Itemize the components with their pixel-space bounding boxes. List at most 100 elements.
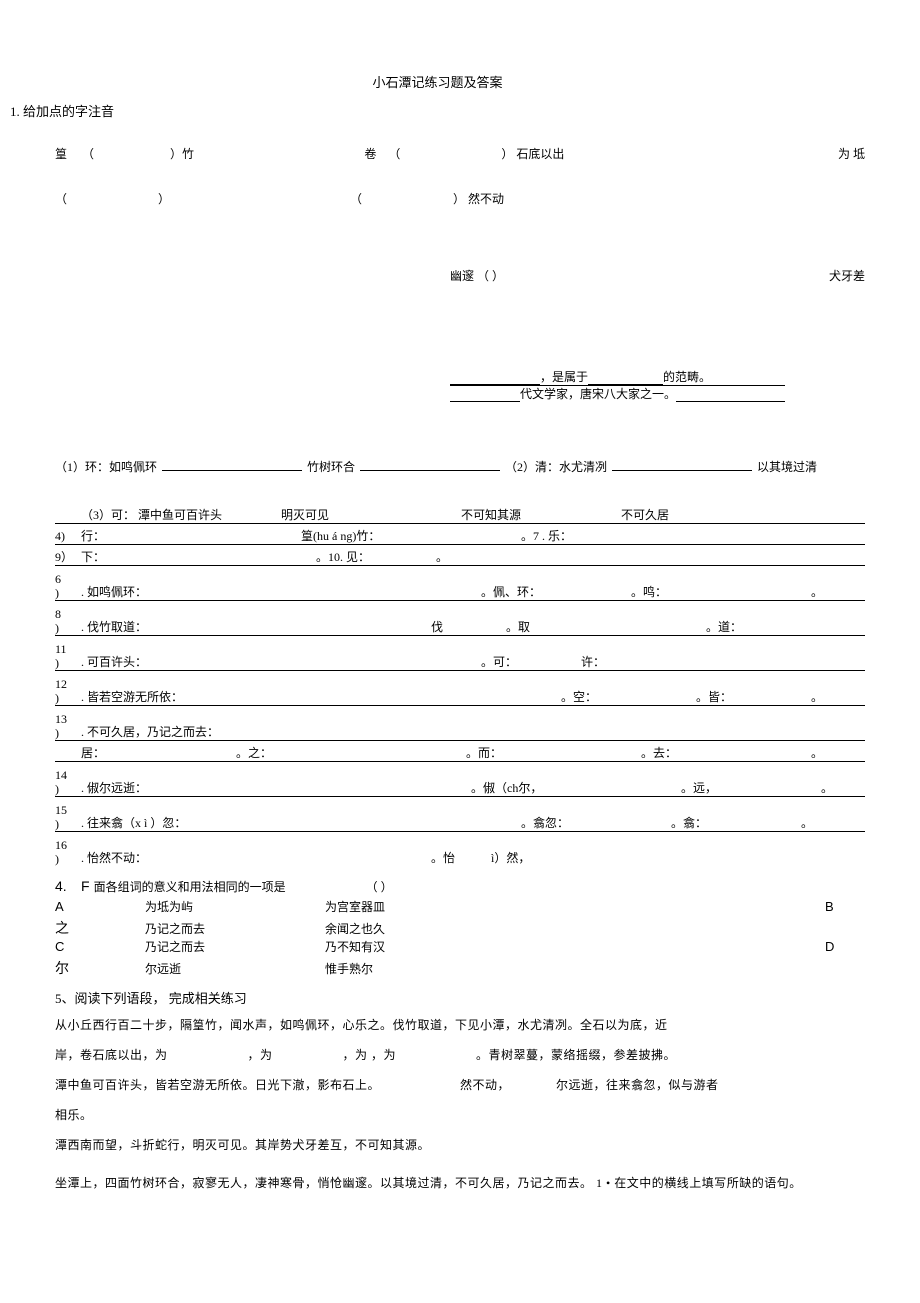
r1c2-open: （ — [388, 147, 400, 161]
grid-row: 14). 俶尔远逝：。俶（ch尔，。远，。 — [55, 762, 865, 797]
grid-row: 13). 不可久居，乃记之而去： — [55, 706, 865, 741]
grid-row: （3）可： 潭中鱼可百许头明灭可见不可知其源不可久居 — [55, 503, 865, 524]
grid-cell: 。去： — [641, 745, 811, 761]
q3-d: 以其境过清 — [757, 460, 817, 474]
grid-cell: 不可久居 — [621, 507, 771, 523]
question-5: 5、阅读下列语段， 完成相关练习 从小丘西行百二十步，隔篁竹，闻水声，如鸣佩环，… — [10, 986, 865, 1196]
grid-cell: . 不可久居，乃记之而去： — [81, 724, 781, 740]
grid-cell: 。怡 — [431, 850, 491, 866]
q4-paren: （ ） — [366, 878, 393, 895]
r1c2-close: ） 石底以出 — [501, 147, 564, 161]
q4-left-label: C — [55, 939, 85, 954]
q4-left-label: 之 — [55, 918, 85, 938]
r2c2-open: （ — [350, 192, 362, 206]
grid-cell: . 俶尔远逝： — [81, 780, 471, 796]
grid-cell: . 如鸣佩环： — [81, 584, 481, 600]
q4-option-row: 之 乃记之而去余闻之也久 — [55, 918, 865, 938]
grid-cell: ì）然， — [491, 850, 691, 866]
q1-heading: 1. 给加点的字注音 — [10, 101, 865, 120]
grid-cell: 许： — [581, 654, 811, 670]
q4-opt2: 乃不知有汉 — [325, 938, 825, 955]
row-number: 16) — [55, 836, 81, 866]
definitions-grid: （3）可： 潭中鱼可百许头明灭可见不可知其源不可久居4)行：篁(hu á ng)… — [10, 503, 865, 866]
q4-head: 面各组词的意义和用法相同的一项是 — [94, 878, 286, 895]
grid-cell: 居： — [81, 745, 236, 761]
grid-cell: . 伐竹取道： — [81, 619, 431, 635]
grid-cell: 。 — [811, 745, 823, 761]
grid-row: 6). 如鸣佩环：。佩、环：。鸣：。 — [55, 566, 865, 601]
grid-cell: 。 — [811, 584, 823, 600]
doc-title: 小石潭记练习题及答案 — [10, 72, 865, 91]
pinyin-row-3: 幽邃 （ ） 犬牙差 — [10, 267, 865, 284]
q3-b: 竹树环合 — [307, 460, 355, 474]
grid-cell: 。俶（ch尔， — [471, 780, 681, 796]
question-4: 4. F 面各组词的意义和用法相同的一项是 （ ） A为坻为屿为宫室器皿B之乃记… — [10, 878, 865, 978]
q5-head: 5、阅读下列语段， 完成相关练习 — [55, 986, 865, 1012]
grid-cell: 行： — [81, 528, 301, 544]
grid-cell: 。 — [821, 780, 833, 796]
q4-no: 4. — [55, 878, 81, 894]
q3-c: （2）清：水尤清冽 — [505, 460, 607, 474]
q4-left-label: A — [55, 899, 85, 914]
q3-a: （1）环：如鸣佩环 — [55, 460, 157, 474]
q4-opt1: 为坻为屿 — [145, 898, 325, 915]
q5-p5: 潭西南而望，斗折蛇行，明灭可见。其岸势犬牙差互，不可知其源。 — [55, 1132, 865, 1158]
row-number: 13) — [55, 710, 81, 740]
q4-opt2: 为宫室器皿 — [325, 898, 825, 915]
stmt2: 代文学家，唐宋八大家之一。 — [520, 385, 676, 402]
grid-row: 8). 伐竹取道：伐。取。道： — [55, 601, 865, 636]
q4-opt1: 乃记之而去 — [145, 920, 325, 937]
q4-left-label: 尔 — [55, 958, 85, 978]
grid-cell: 不可知其源 — [461, 507, 621, 523]
grid-cell: . 可百许头： — [81, 654, 481, 670]
grid-cell: 明灭可见 — [281, 507, 461, 523]
r1c1-pre: 篁 — [55, 147, 67, 161]
row-number: 15) — [55, 801, 81, 831]
grid-cell: 下： — [81, 549, 316, 565]
r2c1-open: （ — [55, 192, 67, 206]
q5-p1: 从小丘西行百二十步，隔篁竹，闻水声，如鸣佩环，心乐之。伐竹取道，下见小潭，水尤清… — [55, 1012, 865, 1038]
q4-option-row: A为坻为屿为宫室器皿B — [55, 898, 865, 918]
grid-row: 12). 皆若空游无所依：。空：。皆：。 — [55, 671, 865, 706]
grid-cell: 。取 — [506, 619, 706, 635]
grid-cell: 篁(hu á ng)竹： — [301, 528, 521, 544]
r1c1-open: （ — [82, 147, 94, 161]
grid-cell: 。之： — [236, 745, 466, 761]
stmt1a: ，是属于 — [540, 368, 588, 385]
grid-cell: 。可： — [481, 654, 581, 670]
grid-row: 15). 往来翕（x ì ）忽：。翕忽：。翕：。 — [55, 797, 865, 832]
grid-cell: 。翕忽： — [521, 815, 671, 831]
q4-option-row: C乃记之而去乃不知有汉D — [55, 938, 865, 958]
r2c2-close: ） 然不动 — [453, 192, 504, 206]
q3-row1: （1）环：如鸣佩环 竹树环合 （2）清：水尤清冽 以其境过清 — [10, 457, 865, 475]
grid-cell: . 往来翕（x ì ）忽： — [81, 815, 521, 831]
grid-cell: 。道： — [706, 619, 806, 635]
grid-row: 11). 可百许头：。可：许： — [55, 636, 865, 671]
r2c1-close: ） — [158, 192, 170, 206]
grid-cell: （3）可： 潭中鱼可百许头 — [81, 507, 281, 523]
q4-opt2: 余闻之也久 — [325, 920, 825, 937]
q5-p2: 岸，卷石底以出，为，为，为 ，为。青树翠蔓，蒙络摇缀，参差披拂。 — [55, 1042, 865, 1068]
grid-cell: 。皆： — [696, 689, 811, 705]
grid-cell: 。 — [801, 815, 813, 831]
row-number: 8) — [55, 605, 81, 635]
q5-p3: 潭中鱼可百许头，皆若空游无所依。日光下澈，影布石上。然不动，尔远逝，往来翕忽，似… — [55, 1072, 865, 1098]
grid-row: 16). 怡然不动：。怡ì）然， — [55, 832, 865, 866]
grid-cell: 。10. 见： — [316, 549, 436, 565]
r3c1: 幽邃 （ ） — [450, 267, 829, 284]
grid-cell: 。鸣： — [631, 584, 811, 600]
q4-option-row: 尔尔远逝惟手熟尔 — [55, 958, 865, 978]
stmt1b: 的范畴。 — [663, 368, 711, 385]
q4-opt1: 乃记之而去 — [145, 938, 325, 955]
pinyin-row-2: （ ） （ ） 然不动 — [10, 190, 865, 207]
row-number: 11) — [55, 640, 81, 670]
row-number: 14) — [55, 766, 81, 796]
grid-row: 居：。之：。而：。去：。 — [55, 741, 865, 762]
q5-p6: 坐潭上，四面竹树环合，寂寥无人，凄神寒骨，悄怆幽邃。以其境过清，不可久居，乃记之… — [55, 1170, 865, 1196]
row-number: 4) — [55, 528, 81, 544]
grid-cell: 。7 . 乐： — [521, 528, 721, 544]
grid-cell: . 怡然不动： — [81, 850, 431, 866]
grid-row: 4)行：篁(hu á ng)竹：。7 . 乐： — [55, 524, 865, 545]
row-number: 12) — [55, 675, 81, 705]
r1c2-char: 卷 — [364, 147, 376, 161]
